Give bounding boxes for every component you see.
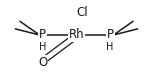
Text: O: O [38,56,47,69]
Text: Cl: Cl [76,6,88,19]
Text: H: H [106,42,114,52]
Text: H: H [39,42,47,52]
Text: P: P [107,28,114,41]
Text: P: P [39,28,46,41]
Text: Rh: Rh [69,28,84,41]
